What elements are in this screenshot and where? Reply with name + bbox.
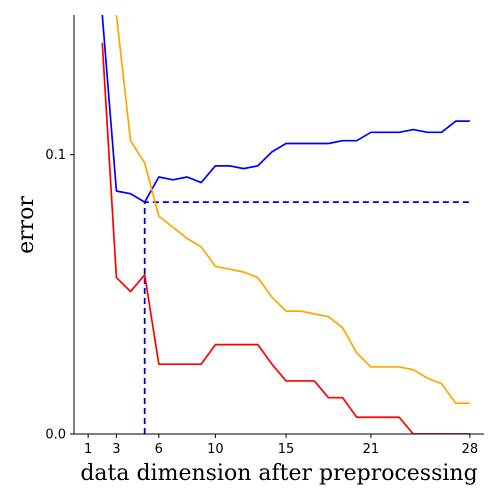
x-tick-label: 1 <box>84 442 92 457</box>
axes <box>73 15 484 435</box>
series-line-1 <box>101 15 470 203</box>
optimal-dimension-dashed-line <box>143 201 470 434</box>
y-axis-label: error <box>14 196 39 254</box>
series-layer <box>101 15 470 434</box>
y-tick-label: 0.1 <box>45 148 66 163</box>
annotations <box>143 201 470 434</box>
x-tick-label: 21 <box>363 442 380 457</box>
x-ticks: 1 3 6 10 15 21 28 <box>84 434 478 457</box>
x-tick-label: 15 <box>278 442 295 457</box>
x-tick-label: 6 <box>155 442 163 457</box>
y-ticks: 0.0 0.1 <box>45 148 74 443</box>
series-line-2 <box>115 15 470 405</box>
y-tick-label: 0.0 <box>45 428 66 443</box>
x-tick-label: 3 <box>112 442 120 457</box>
series-line-3 <box>101 42 470 434</box>
x-tick-label: 28 <box>462 442 479 457</box>
x-tick-label: 10 <box>207 442 224 457</box>
x-axis-label: data dimension after preprocessing <box>80 461 477 486</box>
